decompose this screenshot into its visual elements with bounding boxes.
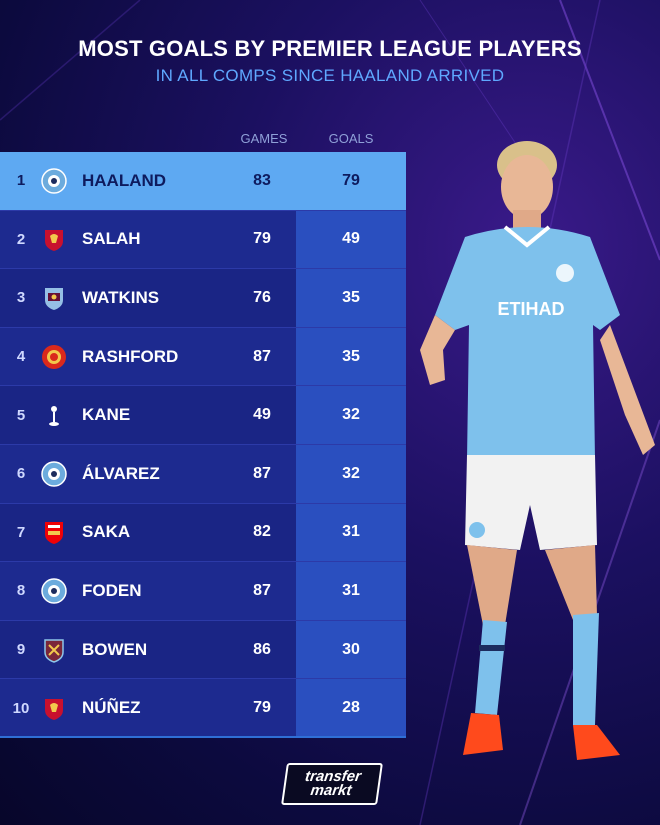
player-name: BOWEN xyxy=(82,639,148,659)
man-city-crest-icon xyxy=(41,578,67,604)
goals-cell-background xyxy=(296,152,406,210)
goals-value: 32 xyxy=(342,406,360,424)
goals-value: 30 xyxy=(342,640,360,658)
goals-value: 35 xyxy=(342,347,360,365)
goals-cell-background xyxy=(296,327,406,386)
goals-cell-background xyxy=(296,444,406,503)
games-value: 86 xyxy=(253,640,271,658)
page-subtitle: IN ALL COMPS SINCE HAALAND ARRIVED xyxy=(155,66,505,85)
goals-table: 1 HAALAND 83 79 2 SALAH 79 49 3 WATKINS 76 35 4 RASHF… xyxy=(0,152,406,738)
table-row: 10 NÚÑEZ 79 28 xyxy=(0,679,406,738)
rank-label: 2 xyxy=(16,230,26,248)
table-row: 4 RASHFORD 87 35 xyxy=(0,327,406,387)
column-header-games: GAMES xyxy=(240,131,288,146)
player-name: FODEN xyxy=(82,580,142,600)
sponsor-text: ETIHAD xyxy=(498,299,565,319)
west-ham-crest-icon xyxy=(41,637,67,663)
goals-value: 32 xyxy=(342,464,360,482)
goals-value: 79 xyxy=(342,171,360,189)
games-value: 79 xyxy=(253,699,271,717)
games-value: 87 xyxy=(253,347,271,365)
goals-value: 31 xyxy=(342,581,360,599)
player-name: ÁLVAREZ xyxy=(82,463,160,483)
player-photo: ETIHAD xyxy=(420,141,655,760)
liverpool-crest-icon xyxy=(41,695,67,721)
goals-cell-background xyxy=(296,210,406,269)
rank-label: 5 xyxy=(16,406,26,424)
page-title: MOST GOALS BY PREMIER LEAGUE PLAYERS xyxy=(78,36,582,61)
goals-cell-background xyxy=(296,620,406,679)
table-row: 1 HAALAND 83 79 xyxy=(0,152,406,211)
goals-cell-background xyxy=(296,562,406,620)
rank-label: 8 xyxy=(16,582,26,600)
player-name: RASHFORD xyxy=(82,346,179,366)
games-value: 82 xyxy=(253,523,271,541)
liverpool-crest-icon xyxy=(41,226,67,252)
games-value: 79 xyxy=(253,230,271,248)
goals-value: 35 xyxy=(342,288,360,306)
goals-cell-background xyxy=(296,386,406,444)
man-united-crest-icon xyxy=(41,344,67,370)
goals-value: 49 xyxy=(342,230,360,248)
player-name: NÚÑEZ xyxy=(82,698,141,718)
arsenal-crest-icon xyxy=(41,519,67,545)
player-name: KANE xyxy=(82,405,131,425)
rank-label: 9 xyxy=(16,641,26,659)
rank-label: 10 xyxy=(12,699,30,717)
man-city-crest-icon xyxy=(41,168,67,194)
games-value: 83 xyxy=(253,171,271,189)
table-row: 8 FODEN 87 31 xyxy=(0,562,406,621)
goals-cell-background xyxy=(296,269,406,327)
transfermarkt-logo: transfer markt xyxy=(281,763,383,805)
rank-label: 4 xyxy=(16,348,26,366)
tottenham-crest-icon xyxy=(41,402,67,428)
column-header-goals: GOALS xyxy=(328,131,374,146)
rank-label: 3 xyxy=(16,289,26,307)
table-row: 3 WATKINS 76 35 xyxy=(0,269,406,328)
table-row: 6 ÁLVAREZ 87 32 xyxy=(0,444,406,504)
man-city-crest-icon xyxy=(41,461,67,487)
table-row: 9 BOWEN 86 30 xyxy=(0,620,406,680)
table-row: 5 KANE 49 32 xyxy=(0,386,406,445)
rank-label: 1 xyxy=(16,172,26,190)
rank-label: 6 xyxy=(16,465,26,483)
table-bottom-divider xyxy=(0,736,406,738)
goals-cell-background xyxy=(296,503,406,562)
logo-line-2: markt xyxy=(309,782,353,799)
games-value: 76 xyxy=(253,288,271,306)
player-name: WATKINS xyxy=(82,287,160,307)
goals-value: 28 xyxy=(342,699,360,717)
aston-villa-crest-icon xyxy=(41,285,67,311)
player-name: HAALAND xyxy=(82,170,167,190)
games-value: 87 xyxy=(253,464,271,482)
player-name: SALAH xyxy=(82,229,141,249)
player-name: SAKA xyxy=(82,522,131,542)
rank-label: 7 xyxy=(16,523,26,541)
games-value: 87 xyxy=(253,581,271,599)
table-row: 7 SAKA 82 31 xyxy=(0,503,406,563)
goals-cell-background xyxy=(296,679,406,737)
goals-value: 31 xyxy=(342,523,360,541)
games-value: 49 xyxy=(253,406,271,424)
table-row: 2 SALAH 79 49 xyxy=(0,210,406,270)
